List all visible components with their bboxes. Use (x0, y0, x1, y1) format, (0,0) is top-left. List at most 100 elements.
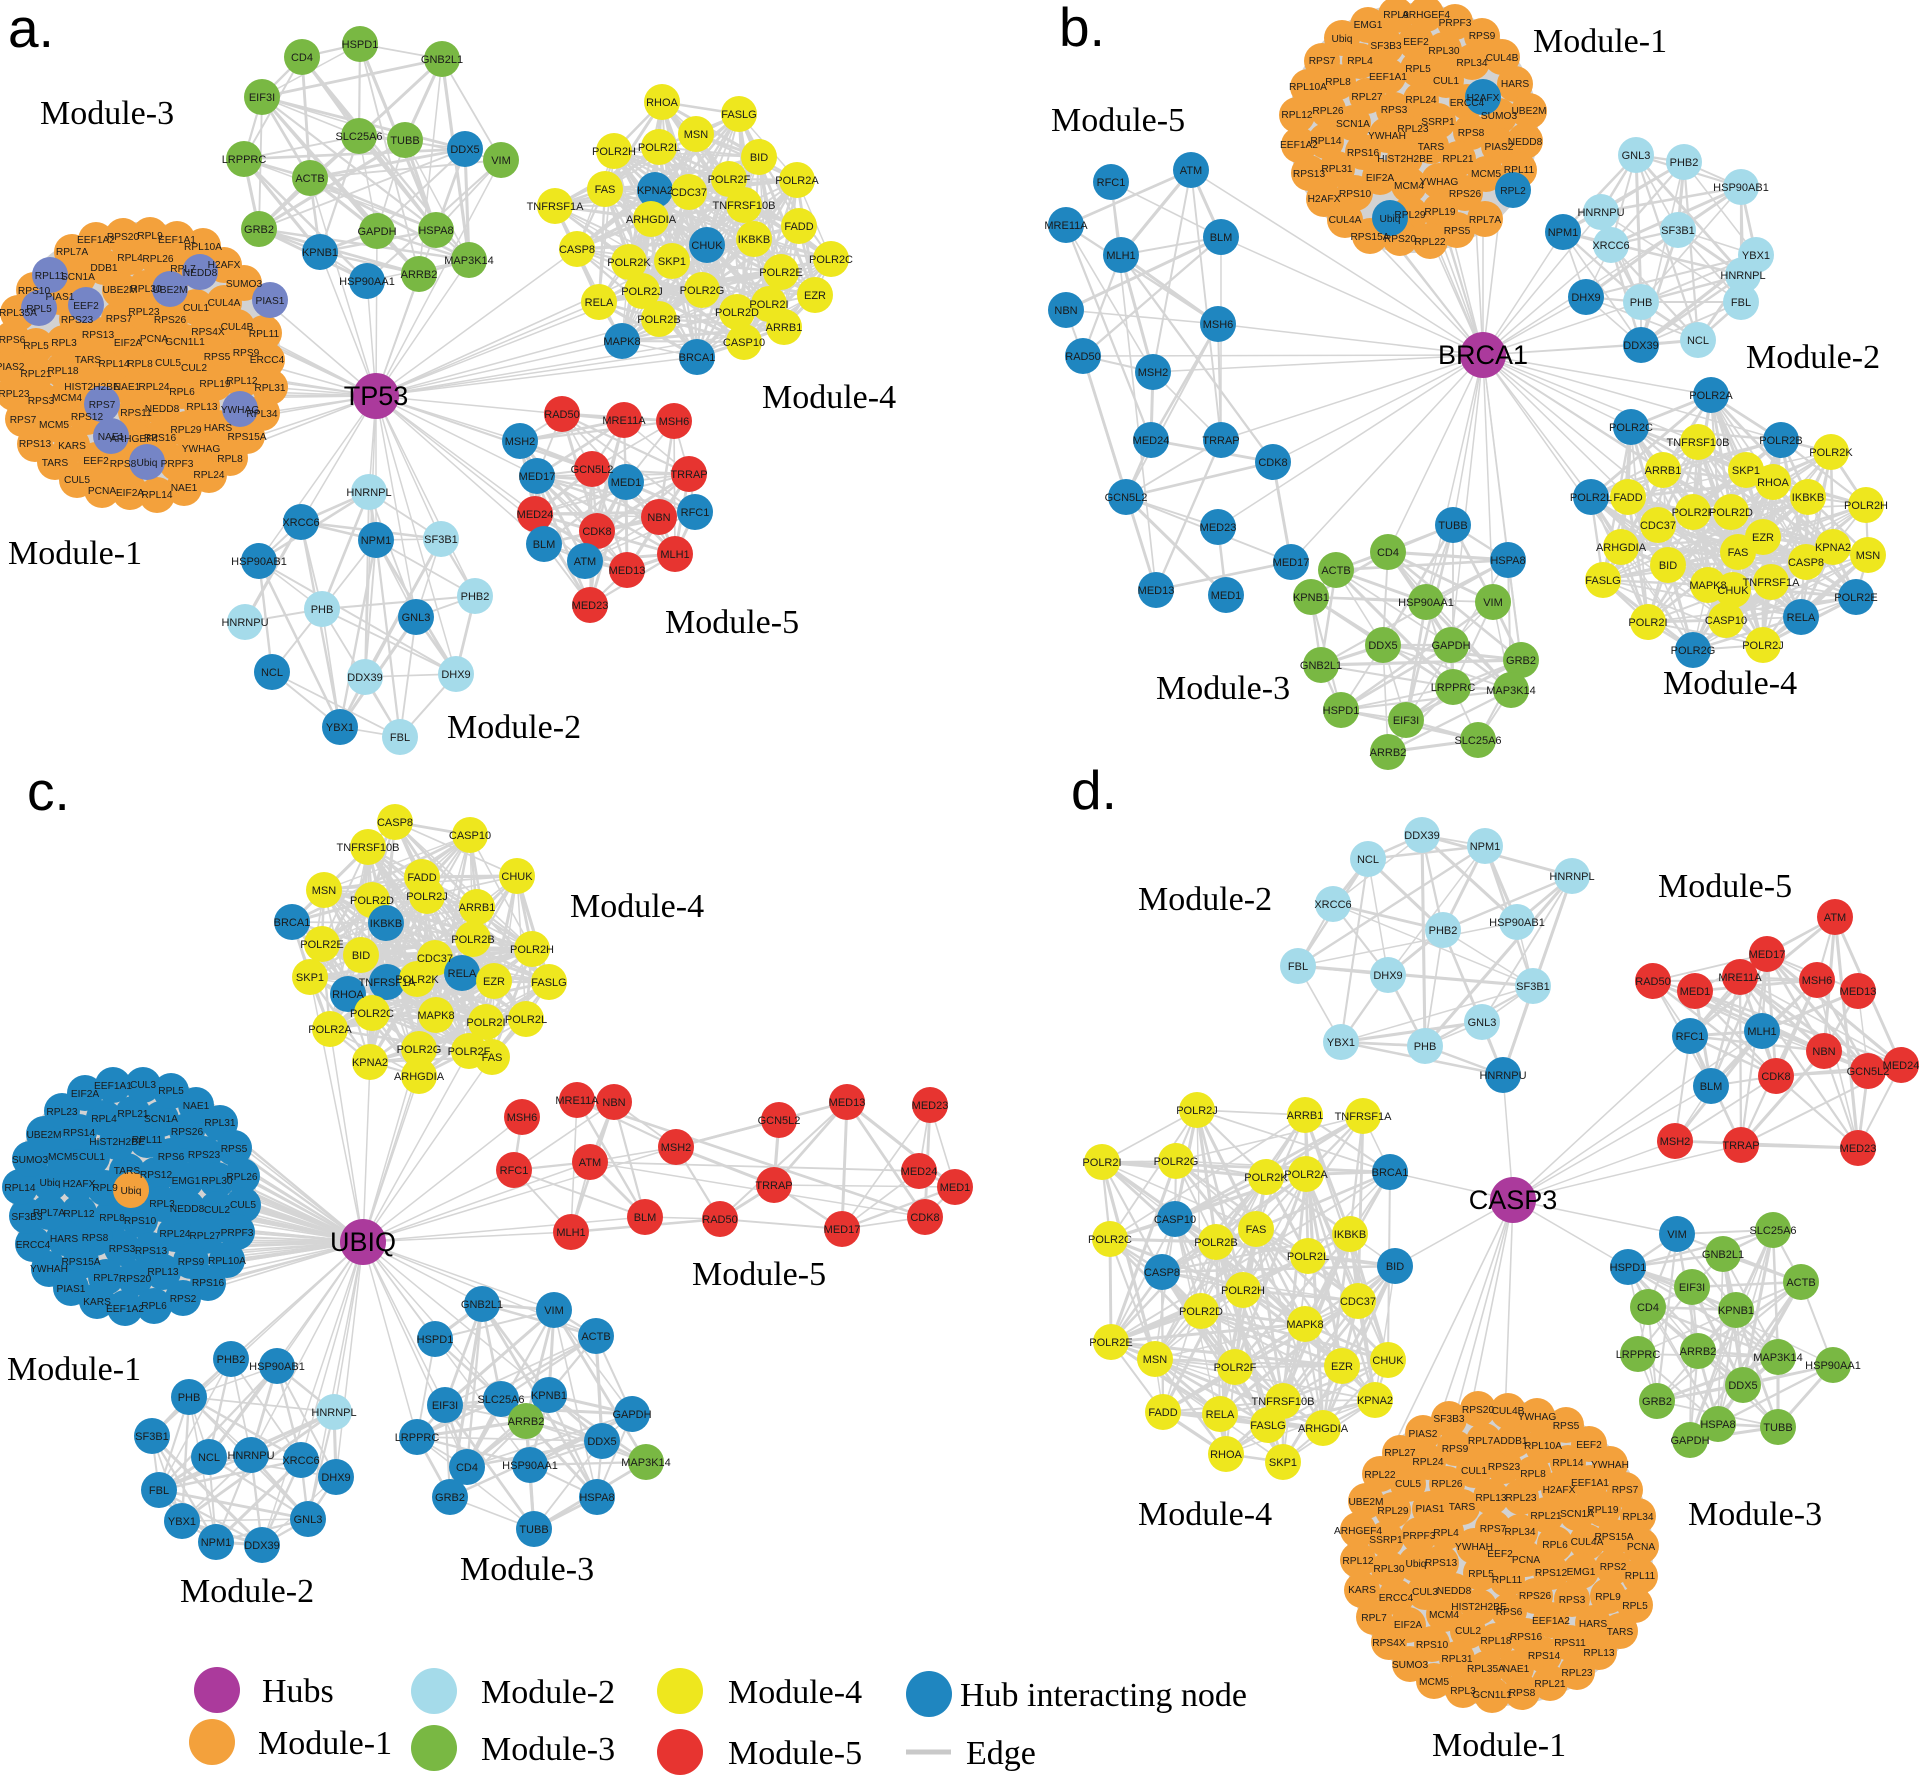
svg-text:KPNB1: KPNB1 (1293, 592, 1329, 604)
svg-text:Module-1: Module-1 (7, 1351, 141, 1388)
svg-text:TNFRSF1A: TNFRSF1A (527, 201, 585, 213)
svg-text:CASP8: CASP8 (377, 817, 413, 829)
svg-text:GRB2: GRB2 (435, 1492, 465, 1504)
svg-text:PRPF3: PRPF3 (1403, 1531, 1436, 1542)
svg-text:MED24: MED24 (1133, 435, 1170, 447)
svg-text:TP53: TP53 (344, 381, 409, 411)
svg-text:POLR2H: POLR2H (1844, 500, 1888, 512)
svg-text:NPM1: NPM1 (1470, 841, 1501, 853)
svg-text:FAS: FAS (1246, 1224, 1267, 1236)
svg-text:MCM5: MCM5 (1419, 1677, 1449, 1688)
svg-text:XRCC6: XRCC6 (1592, 240, 1629, 252)
svg-text:POLR2E: POLR2E (1089, 1337, 1132, 1349)
svg-text:RPL11: RPL11 (35, 271, 66, 282)
svg-text:MSN: MSN (1143, 1354, 1168, 1366)
svg-text:BRCA1: BRCA1 (1438, 340, 1528, 370)
svg-text:RPS11: RPS11 (1554, 1638, 1586, 1649)
svg-text:POLR2L: POLR2L (1570, 492, 1612, 504)
svg-text:RPL14: RPL14 (4, 1183, 35, 1194)
svg-text:Module-5: Module-5 (692, 1256, 826, 1293)
svg-text:ATM: ATM (574, 556, 596, 568)
svg-text:VIM: VIM (1667, 1229, 1687, 1241)
svg-text:RPL30: RPL30 (1373, 1564, 1404, 1575)
svg-text:EEF1A2: EEF1A2 (106, 1304, 144, 1315)
svg-text:POLR2E: POLR2E (300, 939, 343, 951)
svg-text:NEDD8: NEDD8 (170, 1204, 205, 1215)
svg-text:MED17: MED17 (1749, 949, 1786, 961)
svg-text:EIF2A: EIF2A (1366, 173, 1395, 184)
svg-text:RPL31: RPL31 (204, 1118, 235, 1129)
svg-text:MAP3K14: MAP3K14 (621, 1457, 671, 1469)
svg-text:POLR2F: POLR2F (708, 174, 751, 186)
svg-text:RPS15A: RPS15A (61, 1257, 100, 1268)
svg-text:TARS: TARS (42, 458, 69, 469)
svg-text:Hub interacting node: Hub interacting node (960, 1677, 1247, 1714)
svg-text:YBX1: YBX1 (1327, 1037, 1355, 1049)
svg-text:Module-4: Module-4 (570, 888, 704, 925)
svg-text:SKP1: SKP1 (658, 256, 686, 268)
svg-text:EEF1A2: EEF1A2 (1532, 1616, 1570, 1627)
svg-text:RFC1: RFC1 (1097, 177, 1126, 189)
svg-text:POLR2C: POLR2C (809, 254, 853, 266)
svg-text:GCN5L2: GCN5L2 (758, 1115, 801, 1127)
svg-text:CDC37: CDC37 (671, 187, 707, 199)
svg-text:BLM: BLM (634, 1212, 657, 1224)
svg-text:BLM: BLM (1210, 232, 1233, 244)
svg-text:PHB2: PHB2 (217, 1354, 246, 1366)
svg-text:TNFRSF1A: TNFRSF1A (1743, 577, 1801, 589)
svg-text:ARHGDIA: ARHGDIA (394, 1071, 445, 1083)
svg-text:PHB: PHB (1630, 297, 1653, 309)
svg-text:MED23: MED23 (1200, 522, 1237, 534)
svg-text:DHX9: DHX9 (321, 1472, 350, 1484)
svg-text:DDX5: DDX5 (1728, 1380, 1757, 1392)
svg-text:HSP90AB1: HSP90AB1 (249, 1361, 305, 1373)
svg-text:ARHGEF4: ARHGEF4 (110, 434, 158, 445)
svg-text:CDK8: CDK8 (582, 526, 611, 538)
svg-text:HSP90AA1: HSP90AA1 (339, 276, 395, 288)
svg-text:POLR2G: POLR2G (680, 285, 725, 297)
svg-text:UBIQ: UBIQ (330, 1227, 396, 1257)
svg-text:b.: b. (1059, 0, 1105, 58)
svg-text:GCN5L2: GCN5L2 (571, 464, 614, 476)
svg-text:Ubiq: Ubiq (1332, 34, 1353, 45)
svg-text:RHOA: RHOA (1210, 1449, 1242, 1461)
svg-text:SUMO3: SUMO3 (1481, 111, 1518, 122)
svg-text:RPL9: RPL9 (137, 231, 163, 242)
svg-text:RPS3: RPS3 (1381, 105, 1408, 116)
svg-text:POLR2G: POLR2G (1154, 1156, 1199, 1168)
svg-text:RPS7: RPS7 (10, 415, 37, 426)
svg-text:MED13: MED13 (829, 1097, 866, 1109)
svg-text:POLR2J: POLR2J (406, 891, 448, 903)
svg-text:RPL12: RPL12 (1342, 1556, 1373, 1567)
svg-text:PHB: PHB (178, 1392, 201, 1404)
svg-text:MAP3K14: MAP3K14 (444, 255, 494, 267)
svg-text:RPL14: RPL14 (1552, 1458, 1583, 1469)
svg-text:RPS8: RPS8 (1458, 128, 1485, 139)
svg-text:MCM4: MCM4 (1394, 181, 1424, 192)
svg-text:RPS10: RPS10 (1339, 189, 1372, 200)
svg-text:MSN: MSN (1856, 550, 1881, 562)
svg-text:ERCC4: ERCC4 (250, 355, 285, 366)
svg-text:CDC37: CDC37 (1340, 1296, 1376, 1308)
svg-text:GNB2L1: GNB2L1 (1300, 660, 1342, 672)
svg-text:RPS9: RPS9 (1469, 31, 1496, 42)
svg-text:NCL: NCL (261, 667, 283, 679)
svg-text:EEF2: EEF2 (83, 456, 109, 467)
svg-text:CUL4A: CUL4A (1329, 215, 1362, 226)
svg-text:GNL3: GNL3 (1622, 150, 1651, 162)
svg-text:CASP8: CASP8 (1144, 1267, 1180, 1279)
svg-text:RPL21: RPL21 (1534, 1679, 1565, 1690)
svg-text:SF3B3: SF3B3 (1370, 41, 1401, 52)
svg-text:CD4: CD4 (1637, 1302, 1659, 1314)
svg-text:RPL7A: RPL7A (56, 247, 88, 258)
svg-text:GNB2L1: GNB2L1 (461, 1299, 503, 1311)
svg-text:RPL10A: RPL10A (184, 242, 222, 253)
svg-text:RPS10: RPS10 (1416, 1640, 1449, 1651)
svg-text:RPL10A: RPL10A (1524, 1441, 1562, 1452)
svg-text:MCM5: MCM5 (48, 1152, 78, 1163)
svg-text:DDX5: DDX5 (587, 1436, 616, 1448)
svg-text:GNL3: GNL3 (1468, 1017, 1497, 1029)
svg-text:POLR2E: POLR2E (759, 267, 802, 279)
svg-text:MSH2: MSH2 (1138, 367, 1169, 379)
svg-text:RPS10: RPS10 (18, 286, 51, 297)
